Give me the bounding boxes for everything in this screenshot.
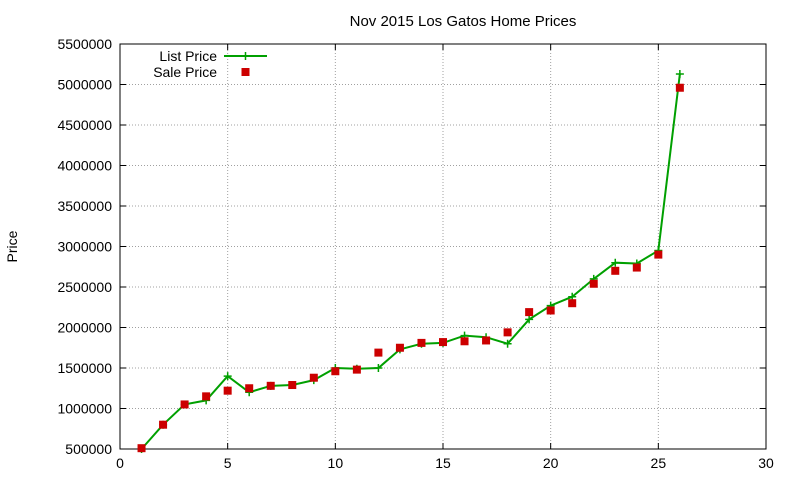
data-point-square: [525, 308, 534, 317]
y-axis-label: Price: [4, 230, 20, 262]
series-sale-price: [137, 83, 684, 453]
y-tick-label: 4000000: [57, 158, 112, 174]
y-tick-label: 2500000: [57, 279, 112, 295]
series-list-price: [137, 69, 684, 453]
y-tick-label: 5500000: [57, 36, 112, 52]
axis-ticks: 0 5 10 15 20 25 30 500000 1000000 1500000 2000000 2…: [57, 36, 774, 471]
legend-cross-swatch: [241, 52, 250, 60]
data-point-square: [417, 338, 426, 347]
y-tick-label: 3500000: [57, 198, 112, 214]
data-point-square: [309, 373, 318, 382]
x-tick-label: 0: [116, 455, 124, 471]
data-point-square: [460, 337, 469, 346]
data-point-square: [180, 400, 189, 409]
data-point-square: [439, 338, 447, 347]
data-point-square: [632, 263, 641, 272]
series-line: [140, 73, 681, 450]
data-point-cross: [525, 315, 534, 324]
data-point-square: [137, 444, 146, 453]
legend-label: Sale Price: [153, 64, 217, 80]
y-tick-label: 1500000: [57, 360, 112, 376]
data-point-square: [654, 250, 663, 259]
y-tick-label: 1000000: [57, 401, 112, 417]
x-tick-label: 30: [758, 455, 774, 471]
data-point-cross: [374, 364, 383, 372]
y-tick-label: 2000000: [57, 320, 112, 336]
y-tick-label: 4500000: [57, 117, 112, 133]
x-tick-label: 25: [651, 455, 667, 471]
data-point-square: [288, 381, 297, 390]
data-point-square: [611, 266, 620, 275]
y-tick-label: 3000000: [57, 239, 112, 255]
legend-square-swatch: [241, 68, 250, 76]
x-tick-label: 20: [543, 455, 559, 471]
data-point-square: [568, 299, 577, 308]
data-point-square: [159, 420, 168, 429]
series: [137, 69, 684, 453]
data-point-square: [482, 336, 491, 345]
data-point-cross: [611, 258, 620, 267]
data-point-square: [352, 365, 361, 374]
y-tick-label: 5000000: [57, 77, 112, 93]
data-point-cross: [675, 69, 684, 78]
y-tick-label: 500000: [65, 441, 112, 457]
x-tick-label: 15: [435, 455, 451, 471]
data-point-square: [223, 386, 232, 395]
x-tick-label: 5: [224, 455, 232, 471]
data-point-square: [202, 392, 211, 401]
chart-title: Nov 2015 Los Gatos Home Prices: [350, 13, 577, 30]
data-point-square: [374, 348, 383, 357]
data-point-square: [546, 306, 555, 315]
data-point-square: [331, 367, 340, 376]
x-tick-label: 10: [328, 455, 344, 471]
data-point-square: [245, 384, 254, 393]
data-point-square: [589, 279, 598, 288]
data-point-square: [503, 328, 512, 337]
data-point-cross: [503, 339, 512, 348]
data-point-square: [675, 83, 684, 92]
legend-label: List Price: [159, 48, 217, 64]
data-point-cross: [223, 372, 232, 381]
data-point-square: [395, 343, 404, 352]
data-point-square: [266, 381, 275, 390]
